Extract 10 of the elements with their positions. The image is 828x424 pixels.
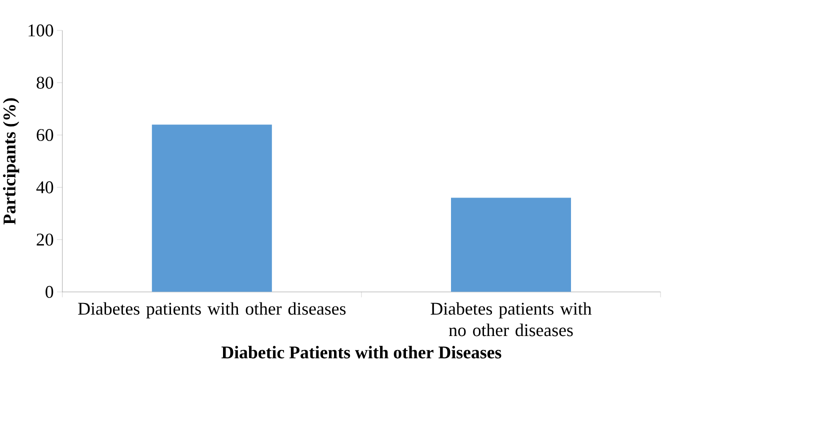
y-tick-label: 60 xyxy=(36,128,54,141)
x-axis-title: Diabetic Patients with other Diseases xyxy=(222,346,502,358)
y-tick-label: 20 xyxy=(36,233,54,246)
y-tick-label: 100 xyxy=(28,24,54,36)
y-axis-title: Participants (%) xyxy=(2,98,20,224)
x-tick-label: Diabetes patients with other diseases xyxy=(78,302,346,318)
x-tick-label: Diabetes patients with no other diseases xyxy=(430,302,592,336)
y-tick-label: 40 xyxy=(36,181,54,194)
y-tick-label: 0 xyxy=(46,286,54,298)
y-tick-label: 80 xyxy=(36,76,54,89)
